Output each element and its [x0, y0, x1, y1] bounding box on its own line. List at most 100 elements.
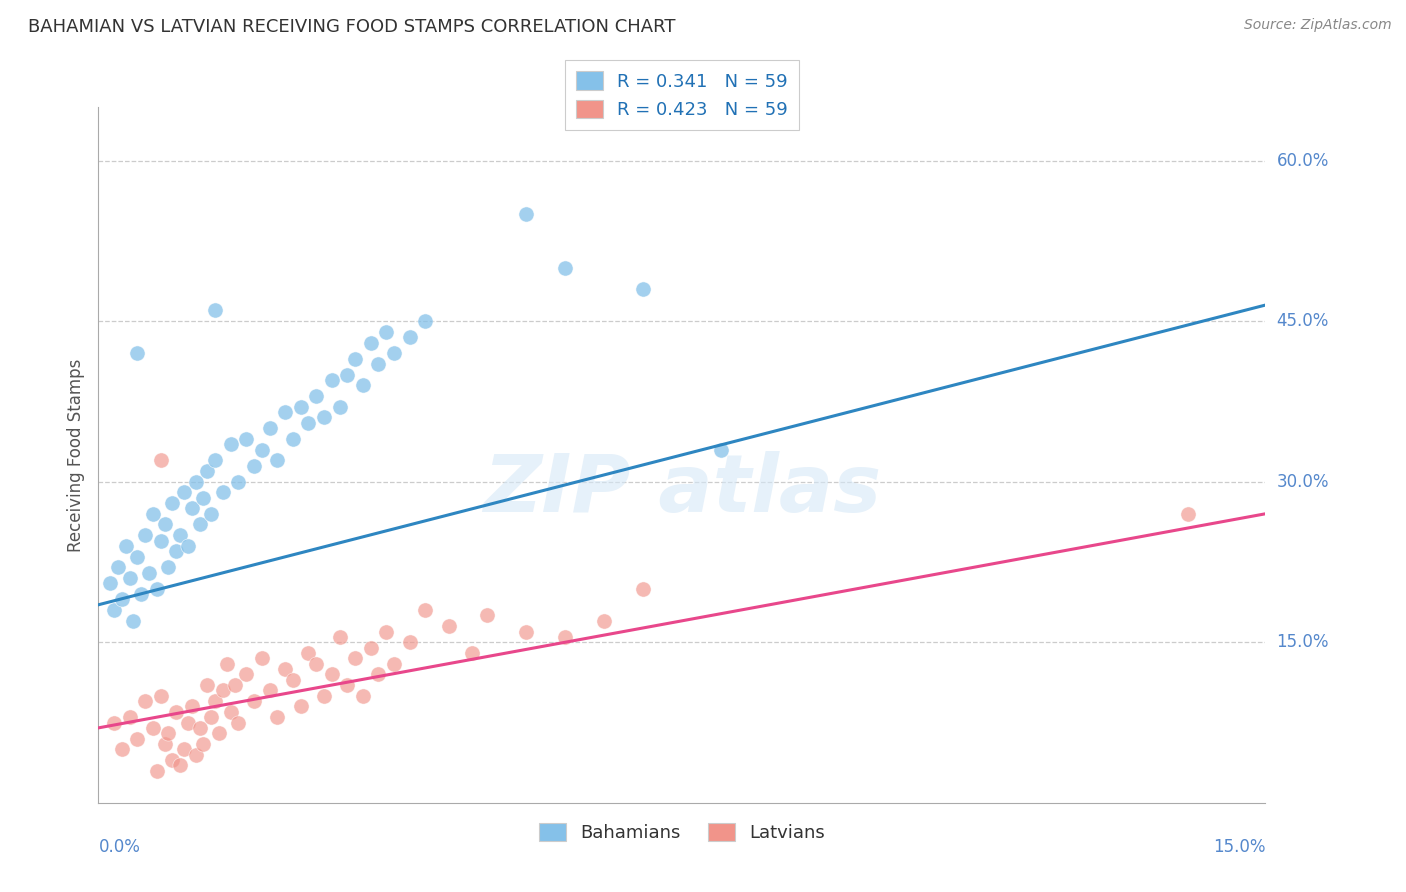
Point: [215, 657, 238, 671]
Point: [195, 678, 218, 692]
Point: [235, 667, 257, 681]
Point: [382, 346, 405, 360]
Point: [360, 640, 382, 655]
Point: [321, 373, 343, 387]
Point: [153, 737, 176, 751]
Point: [127, 549, 149, 564]
Point: [184, 475, 207, 489]
Point: [1177, 507, 1199, 521]
Point: [228, 475, 250, 489]
Point: [118, 710, 141, 724]
Point: [344, 351, 367, 366]
Point: [169, 528, 191, 542]
Point: [180, 699, 202, 714]
Point: [297, 416, 319, 430]
Point: [98, 576, 121, 591]
Point: [219, 437, 242, 451]
Point: [461, 646, 484, 660]
Point: [259, 683, 281, 698]
Point: [142, 721, 165, 735]
Point: [129, 587, 152, 601]
Point: [281, 432, 304, 446]
Point: [413, 314, 436, 328]
Legend: Bahamians, Latvians: Bahamians, Latvians: [531, 815, 832, 849]
Y-axis label: Receiving Food Stamps: Receiving Food Stamps: [66, 359, 84, 551]
Point: [336, 678, 359, 692]
Point: [162, 496, 184, 510]
Point: [266, 453, 288, 467]
Text: 60.0%: 60.0%: [1277, 152, 1329, 169]
Point: [344, 651, 367, 665]
Point: [631, 282, 654, 296]
Point: [208, 726, 231, 740]
Point: [200, 507, 222, 521]
Text: 15.0%: 15.0%: [1277, 633, 1329, 651]
Point: [250, 442, 273, 457]
Point: [305, 389, 328, 403]
Text: 45.0%: 45.0%: [1277, 312, 1329, 330]
Point: [127, 346, 149, 360]
Point: [235, 432, 257, 446]
Point: [204, 694, 226, 708]
Point: [165, 705, 187, 719]
Point: [103, 715, 125, 730]
Point: [274, 405, 297, 419]
Point: [398, 635, 420, 649]
Point: [204, 453, 226, 467]
Text: 0.0%: 0.0%: [98, 838, 141, 855]
Point: [149, 689, 172, 703]
Point: [259, 421, 281, 435]
Point: [367, 357, 389, 371]
Point: [250, 651, 273, 665]
Point: [142, 507, 165, 521]
Point: [710, 442, 733, 457]
Point: [243, 694, 266, 708]
Point: [193, 491, 215, 505]
Point: [146, 582, 169, 596]
Point: [157, 560, 180, 574]
Point: [162, 753, 184, 767]
Point: [290, 699, 312, 714]
Point: [266, 710, 288, 724]
Point: [212, 485, 235, 500]
Point: [375, 325, 398, 339]
Point: [413, 603, 436, 617]
Point: [375, 624, 398, 639]
Point: [173, 742, 195, 756]
Point: [297, 646, 319, 660]
Point: [352, 689, 374, 703]
Point: [312, 410, 335, 425]
Text: 15.0%: 15.0%: [1213, 838, 1265, 855]
Point: [329, 400, 352, 414]
Point: [477, 608, 499, 623]
Point: [122, 614, 145, 628]
Text: Source: ZipAtlas.com: Source: ZipAtlas.com: [1244, 18, 1392, 32]
Point: [593, 614, 616, 628]
Point: [127, 731, 149, 746]
Point: [360, 335, 382, 350]
Point: [398, 330, 420, 344]
Point: [281, 673, 304, 687]
Point: [146, 764, 169, 778]
Text: ZIP atlas: ZIP atlas: [482, 450, 882, 529]
Point: [515, 624, 537, 639]
Point: [188, 721, 211, 735]
Point: [157, 726, 180, 740]
Point: [200, 710, 222, 724]
Point: [290, 400, 312, 414]
Point: [184, 747, 207, 762]
Point: [554, 260, 576, 275]
Point: [554, 630, 576, 644]
Point: [204, 303, 226, 318]
Point: [111, 592, 134, 607]
Point: [515, 207, 537, 221]
Point: [352, 378, 374, 392]
Point: [111, 742, 134, 756]
Point: [195, 464, 218, 478]
Point: [312, 689, 335, 703]
Point: [177, 539, 200, 553]
Point: [329, 630, 352, 644]
Point: [212, 683, 235, 698]
Point: [153, 517, 176, 532]
Point: [188, 517, 211, 532]
